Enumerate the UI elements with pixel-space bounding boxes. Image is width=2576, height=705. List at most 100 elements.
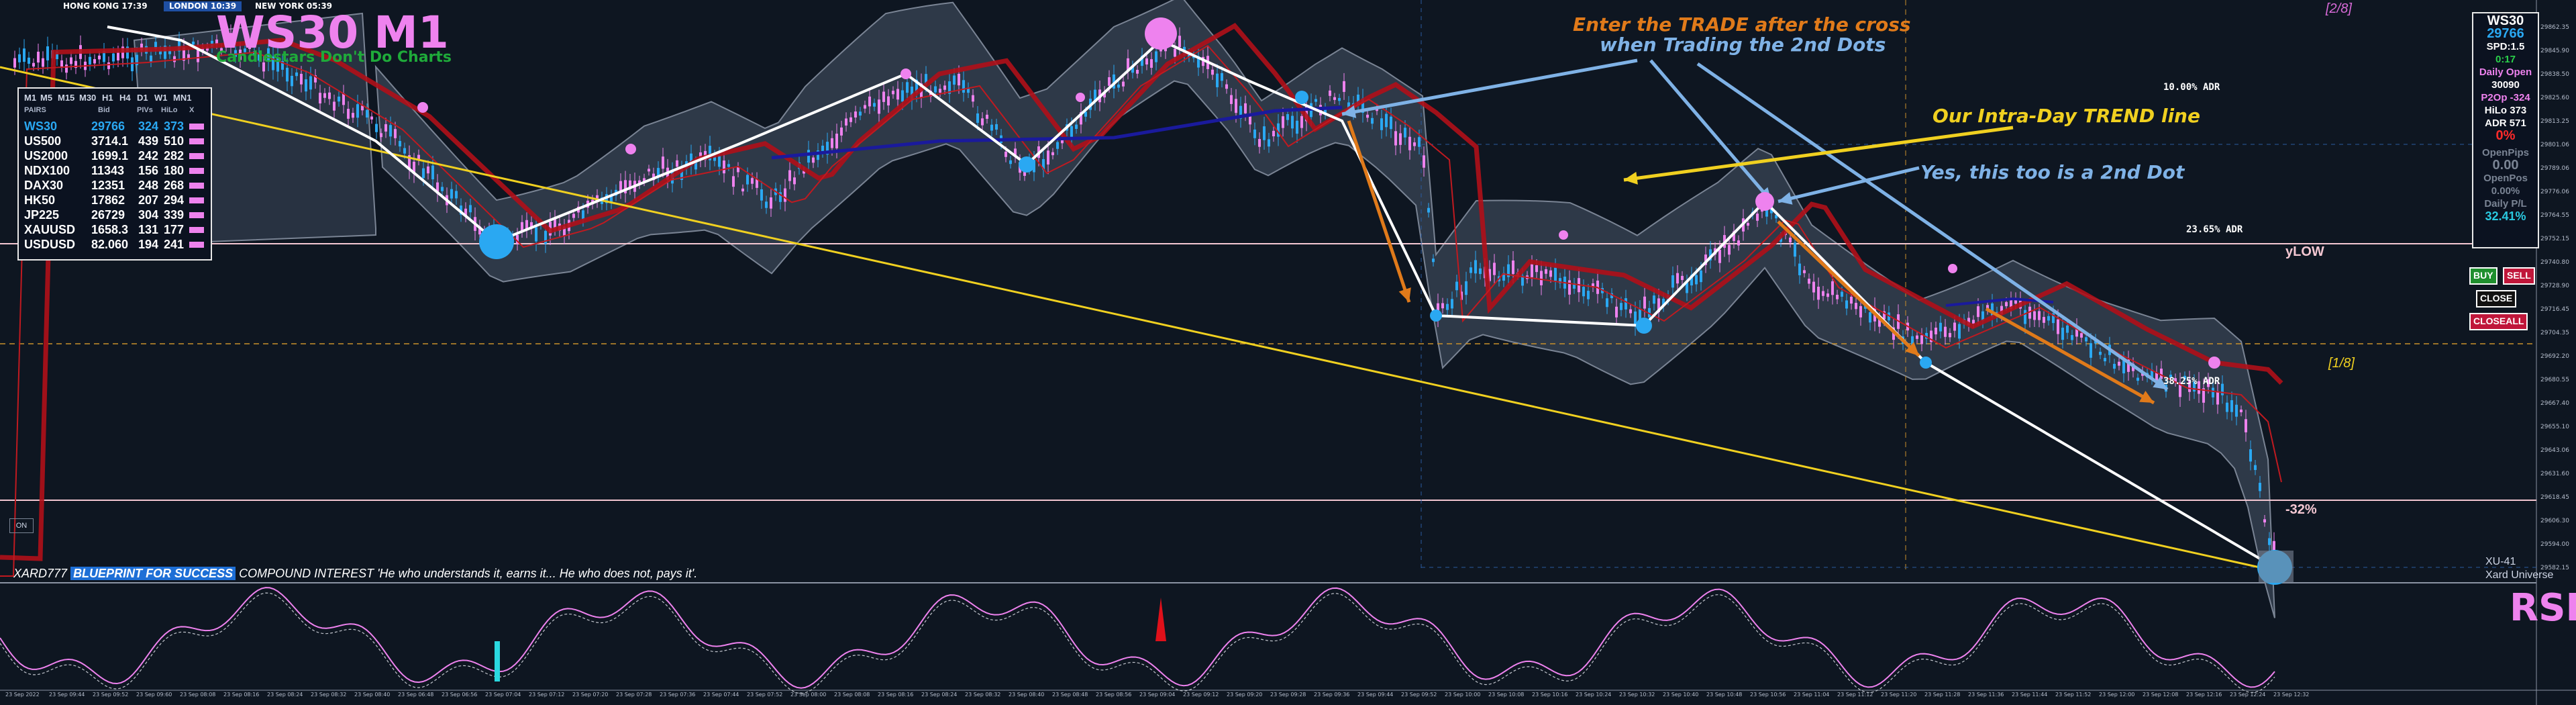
candle-body <box>1051 152 1054 156</box>
tf-h1[interactable]: H1 <box>102 93 113 103</box>
info-adr: ADR 571 <box>2485 117 2526 129</box>
candle-body <box>756 179 758 188</box>
candle-body <box>1470 267 1472 273</box>
candle-body <box>1178 36 1181 48</box>
candle-body <box>624 180 627 193</box>
candle-body <box>197 49 199 62</box>
pair-row[interactable]: HK50 17862 207 294 <box>24 193 207 207</box>
tf-m1[interactable]: M1 <box>24 93 37 103</box>
ticker-highlight: BLUEPRINT FOR SUCCESS <box>70 567 236 580</box>
candle-body <box>690 153 692 166</box>
candle-body <box>154 42 157 49</box>
candle-body <box>1361 98 1364 113</box>
time-tick: 23 Sep 08:24 <box>267 692 303 698</box>
candle-body <box>1939 322 1942 332</box>
pair-row[interactable]: XAUUSD 1658.3 131 177 <box>24 223 207 236</box>
candle-body <box>1925 332 1928 339</box>
pair-row[interactable]: DAX30 12351 248 268 <box>24 179 207 192</box>
candle-body <box>74 60 77 68</box>
price-tick: 29789.06 <box>2540 165 2569 172</box>
info-percent: 0% <box>2495 128 2516 143</box>
ticker-text: COMPOUND INTEREST 'He who understands it… <box>239 567 698 580</box>
candle-body <box>1070 126 1073 138</box>
candle-body <box>1803 270 1806 273</box>
candle-body <box>709 146 711 160</box>
candle-body <box>2202 388 2205 403</box>
time-tick: 23 Sep 08:08 <box>834 692 870 698</box>
candle-body <box>854 111 857 117</box>
candle-body <box>65 64 68 73</box>
signal-dot <box>1559 230 1568 240</box>
candle-body <box>1949 332 1951 338</box>
candle-body <box>662 156 664 169</box>
candle-body <box>1930 330 1933 342</box>
pair-piv: 207 <box>138 193 159 207</box>
tf-m5[interactable]: M5 <box>40 93 53 103</box>
pair-hilo: 268 <box>164 179 185 192</box>
candle-body <box>638 180 641 185</box>
candle-body <box>1789 237 1792 243</box>
pair-bid: 82.060 <box>91 238 129 251</box>
time-tick: 23 Sep 08:40 <box>354 692 391 698</box>
col-pivs: PIVs <box>137 106 153 114</box>
candle-body <box>328 92 331 99</box>
candle-body <box>915 79 918 93</box>
candle-body <box>972 95 974 102</box>
candle-body <box>1817 287 1820 300</box>
close-button[interactable]: CLOSE <box>2476 290 2517 308</box>
closeall-button[interactable]: CLOSEALL <box>2469 313 2528 330</box>
sell-button[interactable]: SELL <box>2503 267 2535 285</box>
rsi-highlight-red <box>1155 598 1166 641</box>
candle-body <box>619 181 622 191</box>
pair-piv: 194 <box>138 238 159 251</box>
pair-row[interactable]: WS30 29766 324 373 <box>24 120 207 133</box>
pair-row[interactable]: NDX100 11343 156 180 <box>24 164 207 177</box>
time-tick: 23 Sep 10:40 <box>1663 692 1699 698</box>
tf-mn1[interactable]: MN1 <box>173 93 192 103</box>
candle-body <box>2014 297 2017 304</box>
time-tick: 23 Sep 11:20 <box>1881 692 1917 698</box>
pair-row[interactable]: JP225 26729 304 339 <box>24 208 207 222</box>
on-toggle-button[interactable]: ON <box>9 518 34 533</box>
candle-body <box>1728 244 1731 255</box>
candle-body <box>2249 449 2252 462</box>
pair-row[interactable]: USDUSD 82.060 194 241 <box>24 238 207 251</box>
pair-pair: XAUUSD <box>24 223 76 236</box>
candle-body <box>2155 372 2158 381</box>
pair-row[interactable]: US500 3714.1 439 510 <box>24 134 207 148</box>
candle-body <box>380 133 382 138</box>
candle-body <box>1671 275 1674 288</box>
candle-body <box>413 161 415 175</box>
pair-row[interactable]: US2000 1699.1 242 282 <box>24 149 207 162</box>
tf-d1[interactable]: D1 <box>137 93 148 103</box>
arrow-orange-3-head <box>2139 390 2154 403</box>
candle-body <box>1197 56 1200 68</box>
buy-button[interactable]: BUY <box>2469 267 2497 285</box>
candle-body <box>962 80 965 93</box>
tf-h4[interactable]: H4 <box>119 93 131 103</box>
tf-m15[interactable]: M15 <box>58 93 75 103</box>
arrow-second-dot <box>1778 166 1920 203</box>
price-axis[interactable]: 29862.35 29845.90 29838.50 29825.60 29813.25… <box>2536 0 2576 705</box>
time-tick: 23 Sep 09:04 <box>1139 692 1176 698</box>
rsi-signal-line <box>0 592 2275 694</box>
candle-body <box>1202 56 1204 66</box>
candle-body <box>1291 115 1294 129</box>
time-tick: 23 Sep 07:36 <box>660 692 696 698</box>
candle-body <box>248 45 251 50</box>
tf-w1[interactable]: W1 <box>154 93 168 103</box>
pair-pair: USDUSD <box>24 238 76 251</box>
time-tick: 23 Sep 12:00 <box>2099 692 2135 698</box>
candle-body <box>953 75 956 85</box>
price-tick: 29618.45 <box>2540 494 2569 501</box>
time-tick: 23 Sep 10:08 <box>1488 692 1525 698</box>
candle-body <box>441 187 444 191</box>
tf-m30[interactable]: M30 <box>79 93 97 103</box>
time-tick: 23 Sep 08:16 <box>223 692 260 698</box>
candle-body <box>544 230 547 244</box>
candle-body <box>1413 142 1416 146</box>
candle-body <box>2061 328 2064 340</box>
candle-body <box>1239 105 1242 119</box>
candle-body <box>1131 66 1134 73</box>
